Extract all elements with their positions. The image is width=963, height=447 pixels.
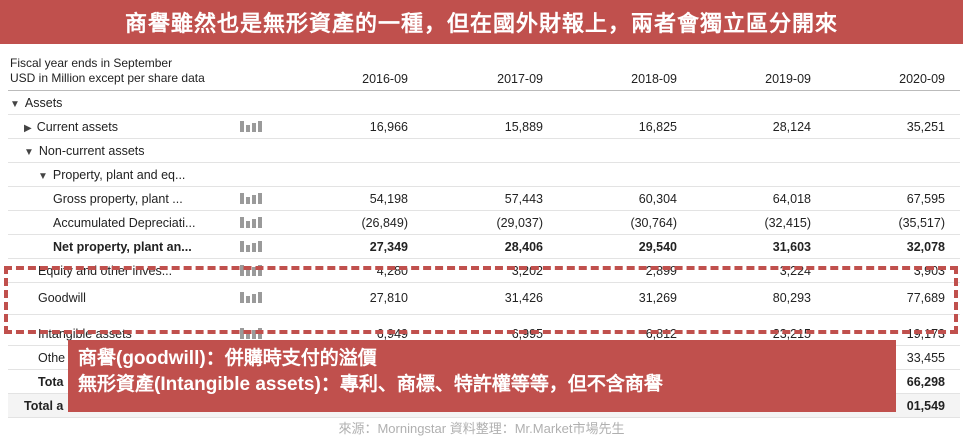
cell-value: 2,899 [645,264,677,278]
table-row[interactable]: Net property, plant an... 27,349 28,406 … [8,235,960,259]
cell-value: 01,549 [906,399,945,413]
expanded-arrow-icon[interactable]: ▼ [24,147,34,158]
goodwill-definition: 商譽(goodwill)：併購時支付的溢價 [78,348,377,369]
table-header: Fiscal year ends in September USD in Mil… [8,50,960,91]
row-label: Net property, plant an... [53,240,192,254]
header-description: Fiscal year ends in September USD in Mil… [10,56,205,86]
cell-value: (26,849) [361,216,408,230]
year-header: 2018-09 [631,72,677,86]
cell-value: 28,124 [772,120,811,134]
bar-chart-icon[interactable] [240,241,264,252]
bar-chart-icon[interactable] [240,292,264,303]
expanded-arrow-icon[interactable]: ▼ [10,99,20,110]
cell-value: 27,349 [369,240,408,254]
bar-chart-icon[interactable] [240,193,264,204]
cell-value: 19,173 [906,327,945,341]
year-header: 2016-09 [362,72,408,86]
cell-value: 64,018 [772,192,811,206]
bar-chart-icon[interactable] [240,328,264,339]
source-caption: 來源：Morningstar 資料整理：Mr.Market市場先生 [338,421,625,436]
cell-value: 31,603 [772,240,811,254]
cell-value: 16,825 [638,120,677,134]
table-row[interactable]: Accumulated Depreciati... (26,849) (29,0… [8,211,960,235]
cell-value: 6,995 [511,327,543,341]
year-header: 2019-09 [765,72,811,86]
cell-value: 31,269 [638,291,677,305]
cell-value: 60,304 [638,192,677,206]
cell-value: 29,540 [638,240,677,254]
row-label: Total a [24,399,64,413]
row-label: Othe [38,351,66,365]
expanded-arrow-icon[interactable]: ▼ [38,171,48,182]
row-label: Current assets [36,120,118,134]
cell-value: 28,406 [504,240,543,254]
fiscal-year-note: Fiscal year ends in September [10,56,173,70]
row-label: Gross property, plant ... [53,192,183,206]
cell-value: 35,251 [906,120,945,134]
cell-value: 6,812 [645,327,677,341]
cell-value: 80,293 [772,291,811,305]
table-row[interactable]: ▼ Property, plant and eq... [8,163,960,187]
intangible-definition: 無形資產(Intangible assets)：專利、商標、特許權等等，但不含商… [78,374,663,395]
cell-value: 3,202 [511,264,543,278]
row-label: Assets [24,96,63,110]
year-header: 2020-09 [899,72,945,86]
row-label: Tota [38,375,64,389]
cell-value: 31,426 [504,291,543,305]
cell-value: 3,224 [779,264,811,278]
table-row[interactable]: Gross property, plant ... 54,198 57,443 … [8,187,960,211]
bar-chart-icon[interactable] [240,121,264,132]
table-row[interactable]: ▼ Non-current assets [8,139,960,163]
cell-value: 54,198 [369,192,408,206]
table-row[interactable]: Equity and other inves... 4,280 3,202 2,… [8,259,960,283]
definition-callout: 商譽(goodwill)：併購時支付的溢價 無形資產(Intangible as… [68,340,896,412]
table-row[interactable]: ▶ Current assets 16,966 15,889 16,825 28,… [8,115,960,139]
bar-chart-icon[interactable] [240,217,264,228]
cell-value: 32,078 [906,240,945,254]
cell-value: 77,689 [906,291,945,305]
cell-value: 66,298 [906,375,945,389]
row-label: Property, plant and eq... [52,168,186,182]
row-label: Accumulated Depreciati... [53,216,196,230]
row-label: Goodwill [38,291,86,305]
row-label: Non-current assets [38,144,145,158]
table-row[interactable]: ▼ Assets [8,91,960,115]
year-header: 2017-09 [497,72,543,86]
cell-value: (30,764) [630,216,677,230]
cell-value: 3,903 [913,264,945,278]
cell-value: (32,415) [764,216,811,230]
cell-value: 15,889 [504,120,543,134]
cell-value: 4,280 [376,264,408,278]
cell-value: 27,810 [369,291,408,305]
cell-value: 57,443 [504,192,543,206]
cell-value: 16,966 [369,120,408,134]
currency-note: USD in Million except per share data [10,71,205,85]
cell-value: 33,455 [906,351,945,365]
cell-value: 67,595 [906,192,945,206]
row-label: Equity and other inves... [38,264,173,278]
cell-value: (29,037) [496,216,543,230]
collapsed-arrow-icon[interactable]: ▶ [24,123,32,134]
bar-chart-icon[interactable] [240,265,264,276]
table-row-goodwill[interactable]: Goodwill 27,810 31,426 31,269 80,293 77,… [8,283,960,315]
cell-value: 23,215 [772,327,811,341]
title-banner: 商譽雖然也是無形資產的一種，但在國外財報上，兩者會獨立區分開來 [0,0,963,44]
cell-value: 6,949 [376,327,408,341]
row-label: Intangible assets [38,327,132,341]
cell-value: (35,517) [898,216,945,230]
